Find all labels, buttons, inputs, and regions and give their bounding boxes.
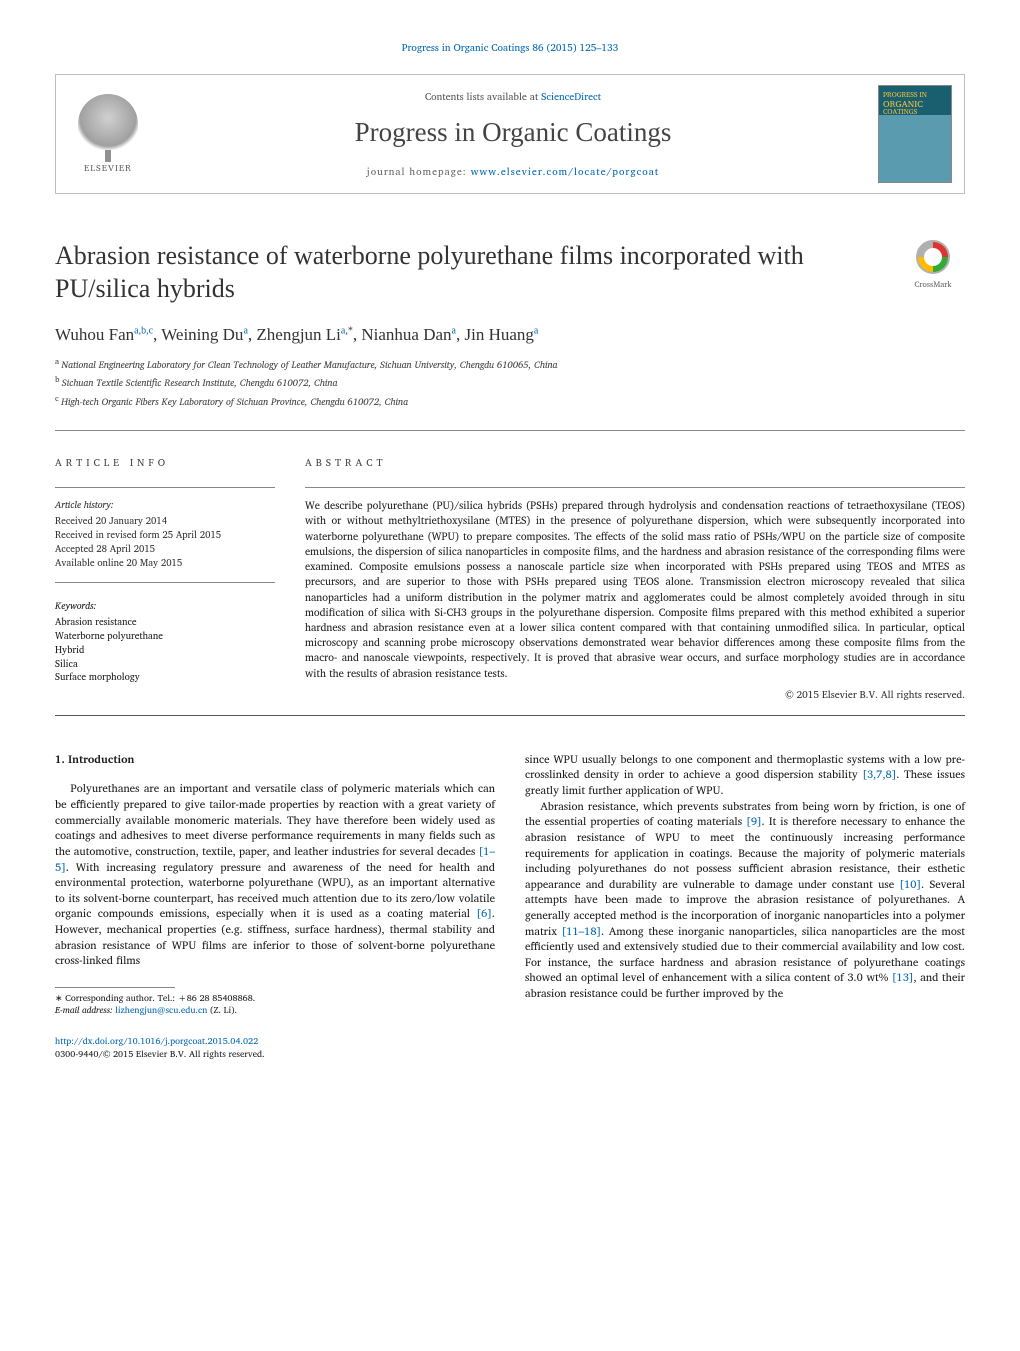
abstract-copyright: © 2015 Elsevier B.V. All rights reserved… — [305, 687, 965, 703]
contents-available-line: Contents lists available at ScienceDirec… — [148, 89, 878, 105]
article-info-heading: ARTICLE INFO — [55, 455, 275, 471]
crossmark-label: CrossMark — [914, 277, 951, 291]
intro-paragraph-2: Abrasion resistance, which prevents subs… — [525, 799, 965, 1002]
affiliation-line: a National Engineering Laboratory for Cl… — [55, 355, 965, 373]
email-line: E-mail address: lizhengjun@scu.edu.cn (Z… — [55, 1004, 495, 1017]
affiliation-key: b — [55, 372, 62, 386]
author-affiliation-marker: a — [452, 325, 456, 336]
intro-paragraph-1-cont: since WPU usually belongs to one compone… — [525, 752, 965, 799]
affiliation-key: c — [55, 391, 61, 405]
abstract-text: We describe polyurethane (PU)/silica hyb… — [305, 498, 965, 681]
keyword-item: Waterborne polyurethane — [55, 630, 275, 644]
divider-top — [55, 430, 965, 431]
affiliation-line: c High-tech Organic Fibers Key Laborator… — [55, 392, 965, 410]
keyword-item: Silica — [55, 658, 275, 672]
author: Zhengjun Li — [256, 325, 341, 344]
keywords-label: Keywords: — [55, 599, 275, 614]
issn-copyright-line: 0300-9440/© 2015 Elsevier B.V. All right… — [55, 1048, 495, 1061]
corresponding-author-footnote: ∗ Corresponding author. Tel.: +86 28 854… — [55, 992, 495, 1017]
keywords-list: Abrasion resistanceWaterborne polyuretha… — [55, 616, 275, 685]
abstract-column: ABSTRACT We describe polyurethane (PU)/s… — [305, 455, 965, 703]
info-divider — [55, 487, 275, 488]
author-affiliation-marker: a — [243, 325, 247, 336]
footnote-rule — [55, 987, 175, 988]
crossmark-icon — [916, 240, 950, 274]
homepage-link[interactable]: www.elsevier.com/locate/porgcoat — [471, 164, 660, 180]
history-label: Article history: — [55, 498, 275, 513]
cover-overline: PROGRESS IN ORGANIC COATINGS — [883, 92, 947, 116]
history-item: Received 20 January 2014 — [55, 515, 275, 529]
affiliation-line: b Sichuan Textile Scientific Research In… — [55, 373, 965, 391]
history-lines: Received 20 January 2014Received in revi… — [55, 515, 275, 570]
info-divider-2 — [55, 582, 275, 583]
history-item: Received in revised form 25 April 2015 — [55, 529, 275, 543]
publisher-logo: ELSEVIER — [68, 89, 148, 179]
author-affiliation-marker: a — [534, 325, 538, 336]
abstract-heading: ABSTRACT — [305, 455, 965, 471]
affiliation-key: a — [55, 354, 61, 368]
author: Jin Huang — [464, 325, 533, 344]
affiliations-block: a National Engineering Laboratory for Cl… — [55, 355, 965, 410]
crossmark-badge[interactable]: CrossMark — [901, 240, 965, 291]
author-affiliation-marker: a,b,c — [134, 325, 153, 336]
article-info-column: ARTICLE INFO Article history: Received 2… — [55, 455, 275, 703]
journal-cover-thumbnail: PROGRESS IN ORGANIC COATINGS — [878, 85, 952, 183]
email-link[interactable]: lizhengjun@scu.edu.cn — [115, 1002, 207, 1017]
contents-pre: Contents lists available at — [425, 89, 541, 105]
article-title: Abrasion resistance of waterborne polyur… — [55, 240, 901, 305]
keyword-item: Abrasion resistance — [55, 616, 275, 630]
email-who: (Z. Li). — [207, 1002, 237, 1017]
keyword-item: Hybrid — [55, 644, 275, 658]
homepage-label: journal homepage: — [367, 164, 471, 180]
body-column-left: 1. Introduction Polyurethanes are an imp… — [55, 752, 495, 1060]
p1b: . With increasing regulatory pressure an… — [55, 858, 495, 923]
authors-line: Wuhou Fana,b,c, Weining Dua, Zhengjun Li… — [55, 325, 965, 345]
sciencedirect-link[interactable]: ScienceDirect — [541, 89, 601, 105]
body-column-right: since WPU usually belongs to one compone… — [525, 752, 965, 1060]
author: Nianhua Dan — [361, 325, 451, 344]
doi-block: http://dx.doi.org/10.1016/j.porgcoat.201… — [55, 1035, 495, 1060]
elsevier-tree-icon — [78, 94, 138, 154]
intro-paragraph-1: Polyurethanes are an important and versa… — [55, 781, 495, 968]
email-label: E-mail address: — [55, 1002, 115, 1017]
divider-bottom — [55, 715, 965, 716]
section-1-heading: 1. Introduction — [55, 752, 495, 768]
publisher-name: ELSEVIER — [84, 160, 132, 175]
author: Wuhou Fan — [55, 325, 134, 344]
keyword-item: Surface morphology — [55, 671, 275, 685]
author: Weining Du — [161, 325, 243, 344]
journal-masthead: ELSEVIER Contents lists available at Sci… — [55, 74, 965, 194]
journal-reference: Progress in Organic Coatings 86 (2015) 1… — [55, 40, 965, 56]
cover-sub-text: COATINGS — [883, 107, 917, 118]
p1a: Polyurethanes are an important and versa… — [55, 779, 495, 859]
author-affiliation-marker: a,* — [341, 325, 353, 336]
history-item: Accepted 28 April 2015 — [55, 543, 275, 557]
journal-title: Progress in Organic Coatings — [148, 117, 878, 148]
history-item: Available online 20 May 2015 — [55, 557, 275, 571]
ref-link-378[interactable]: [3,7,8] — [862, 765, 896, 783]
journal-homepage-line: journal homepage: www.elsevier.com/locat… — [148, 164, 878, 180]
abstract-divider — [305, 487, 965, 488]
ref-link-13[interactable]: [13] — [892, 968, 914, 986]
